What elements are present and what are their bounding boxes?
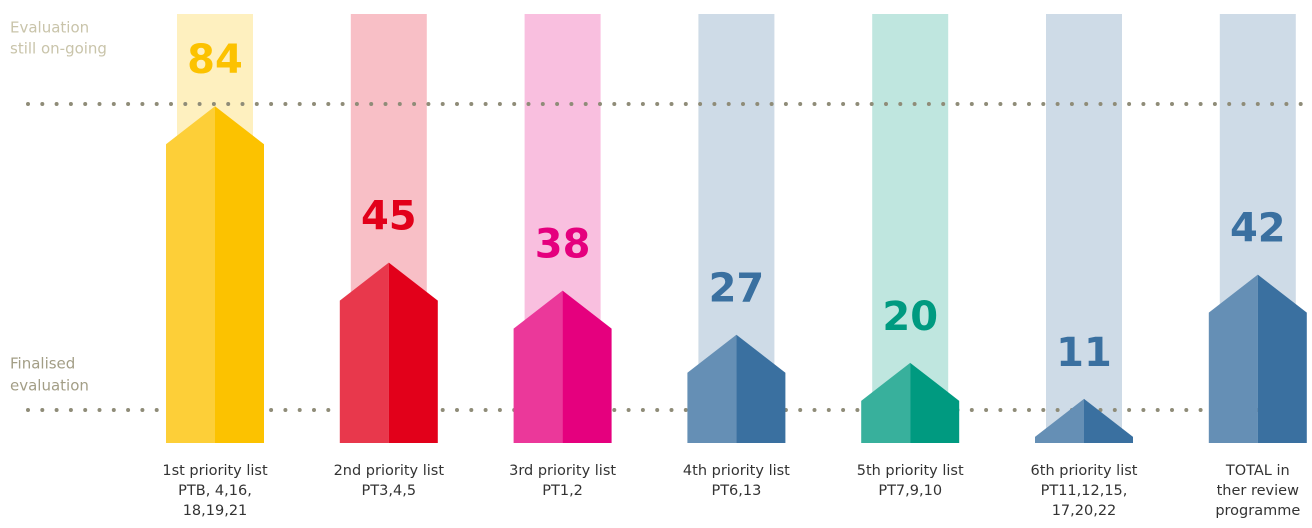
bar-right xyxy=(910,362,960,443)
annotation: evaluation xyxy=(10,377,89,395)
category-label: programme xyxy=(1215,503,1300,519)
category-label: PT11,12,15, xyxy=(1041,483,1128,499)
category-label: 4th priority list xyxy=(683,463,790,479)
category-label: PT6,13 xyxy=(711,483,761,499)
category-label: ther review xyxy=(1217,483,1299,499)
bar-left xyxy=(339,262,389,443)
category-label: 2nd priority list xyxy=(334,463,445,479)
value-label: 42 xyxy=(1230,206,1286,252)
bar-left xyxy=(513,290,563,443)
value-label: 84 xyxy=(187,37,243,83)
category-label: PTB, 4,16, xyxy=(178,483,252,499)
bar-right xyxy=(1257,274,1307,443)
value-label: 38 xyxy=(535,222,591,268)
category-label: 18,19,21 xyxy=(183,503,248,519)
category-label: 3rd priority list xyxy=(509,463,616,479)
bar-left xyxy=(687,334,737,443)
bar-right xyxy=(215,106,264,443)
value-label: 11 xyxy=(1056,330,1112,376)
category-label: 1st priority list xyxy=(162,463,268,479)
bar-right xyxy=(1084,398,1133,443)
category-label: 17,20,22 xyxy=(1052,503,1117,519)
bar-right xyxy=(562,290,612,443)
value-label: 20 xyxy=(882,294,938,340)
value-label: 45 xyxy=(361,194,417,240)
category-label: PT1,2 xyxy=(542,483,583,499)
bar-right xyxy=(736,334,786,443)
annotation: Evaluation xyxy=(10,19,89,37)
category-label: TOTAL in xyxy=(1225,463,1290,479)
bar-left xyxy=(166,106,215,443)
category-label: 5th priority list xyxy=(857,463,964,479)
bar-right xyxy=(388,262,438,443)
bar-left xyxy=(861,362,911,443)
value-label: 27 xyxy=(709,266,765,312)
bar-left xyxy=(1035,398,1084,443)
category-label: 6th priority list xyxy=(1031,463,1138,479)
category-label: PT7,9,10 xyxy=(878,483,942,499)
band xyxy=(1046,14,1122,443)
annotation: still on-going xyxy=(10,40,107,58)
bar-left xyxy=(1208,274,1258,443)
annotation: Finalised xyxy=(10,355,75,373)
category-label: PT3,4,5 xyxy=(362,483,417,499)
